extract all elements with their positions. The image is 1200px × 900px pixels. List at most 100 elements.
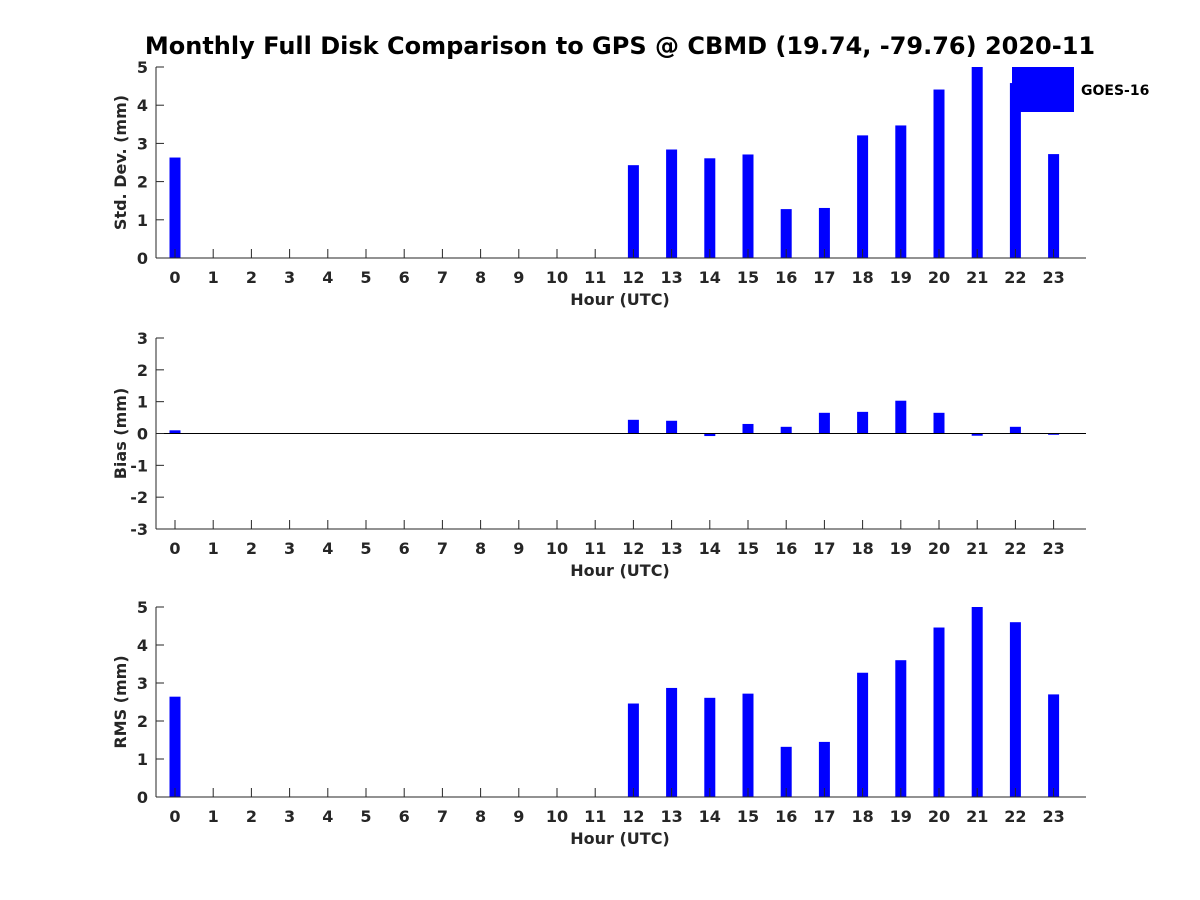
rms-xtick-label: 1 [208,807,219,826]
rms-xtick-label: 13 [660,807,682,826]
rms-ytick-label: 3 [137,674,148,693]
rms-ytick-label: 0 [137,788,148,807]
bias-xtick-label: 12 [622,539,644,558]
std-xtick-label: 14 [699,268,721,287]
bias-ytick-label: -2 [130,488,148,507]
std-bar-14 [704,158,716,258]
bias-bar-19 [895,400,907,434]
std-ytick-label: 1 [137,211,148,230]
rms-bar-20 [933,627,945,797]
std-ytick-label: 5 [137,58,148,77]
rms-ytick-label: 4 [137,636,148,655]
rms-ytick-label: 5 [137,598,148,617]
rms-bar-19 [895,660,907,797]
rms-xtick-label: 22 [1004,807,1026,826]
rms-bar-17 [818,741,830,797]
std-xtick-label: 16 [775,268,797,287]
bias-xlabel: Hour (UTC) [570,561,670,580]
bias-bar-15 [742,423,754,434]
bias-xtick-label: 18 [851,539,873,558]
std-xtick-label: 17 [813,268,835,287]
rms-xtick-label: 11 [584,807,606,826]
bias-xtick-label: 0 [169,539,180,558]
legend-label: GOES-16 [1081,83,1149,99]
std-bar-21 [971,67,983,258]
std-xtick-label: 22 [1004,268,1026,287]
rms-xtick-label: 8 [475,807,486,826]
bias-xtick-label: 19 [890,539,912,558]
rms-xtick-label: 4 [322,807,333,826]
bias-xtick-label: 20 [928,539,950,558]
rms-xtick-label: 9 [513,807,524,826]
std-bar-19 [895,125,907,258]
bias-bar-12 [627,419,639,434]
bias-xtick-label: 3 [284,539,295,558]
rms-xlabel: Hour (UTC) [570,829,670,848]
std-bar-13 [666,149,678,258]
rms-bar-21 [971,607,983,797]
rms-bar-0 [169,696,181,797]
std-bar-23 [1048,154,1060,258]
bias-xtick-label: 1 [208,539,219,558]
std-ytick-label: 3 [137,134,148,153]
rms-xtick-label: 19 [890,807,912,826]
rms-ylabel: RMS (mm) [111,655,130,748]
std-xtick-label: 7 [437,268,448,287]
rms-xtick-label: 16 [775,807,797,826]
std-xtick-label: 18 [851,268,873,287]
std-xtick-label: 8 [475,268,486,287]
rms-xtick-label: 2 [246,807,257,826]
bias-xtick-label: 21 [966,539,988,558]
std-xtick-label: 12 [622,268,644,287]
rms-xtick-label: 15 [737,807,759,826]
bias-xtick-label: 11 [584,539,606,558]
rms-xtick-label: 12 [622,807,644,826]
std-xtick-label: 20 [928,268,950,287]
std-xtick-label: 2 [246,268,257,287]
bias-ytick-label: 3 [137,329,148,348]
rms-xtick-label: 7 [437,807,448,826]
rms-xtick-label: 0 [169,807,180,826]
rms-bar-15 [742,693,754,797]
std-xtick-label: 23 [1042,268,1064,287]
bias-xtick-label: 23 [1042,539,1064,558]
std-bar-18 [857,135,869,258]
std-bar-0 [169,157,181,258]
std-xtick-label: 4 [322,268,333,287]
std-xtick-label: 0 [169,268,180,287]
rms-bar-13 [666,687,678,797]
rms-xtick-label: 14 [699,807,721,826]
rms-xtick-label: 21 [966,807,988,826]
rms-bar-14 [704,697,716,797]
bias-bar-22 [1009,426,1021,434]
std-xtick-label: 13 [660,268,682,287]
rms-ytick-label: 2 [137,712,148,731]
std-ytick-label: 2 [137,173,148,192]
rms-xtick-label: 18 [851,807,873,826]
std-xtick-label: 19 [890,268,912,287]
std-bar-16 [780,209,792,258]
rms-xtick-label: 20 [928,807,950,826]
bias-xtick-label: 4 [322,539,333,558]
rms-bar-16 [780,746,792,797]
rms-xtick-label: 17 [813,807,835,826]
bias-bar-14 [704,433,716,437]
bias-ylabel: Bias (mm) [111,388,130,480]
bias-xtick-label: 10 [546,539,568,558]
std-xtick-label: 10 [546,268,568,287]
std-bar-17 [818,207,830,258]
std-xtick-label: 5 [360,268,371,287]
bias-ytick-label: -1 [130,456,148,475]
bias-bar-20 [933,412,945,434]
std-xtick-label: 9 [513,268,524,287]
bias-xtick-label: 22 [1004,539,1026,558]
rms-ytick-label: 1 [137,750,148,769]
std-xtick-label: 3 [284,268,295,287]
std-ylabel: Std. Dev. (mm) [111,95,130,230]
rms-xtick-label: 6 [399,807,410,826]
std-xtick-label: 1 [208,268,219,287]
bias-xtick-label: 9 [513,539,524,558]
rms-xtick-label: 3 [284,807,295,826]
